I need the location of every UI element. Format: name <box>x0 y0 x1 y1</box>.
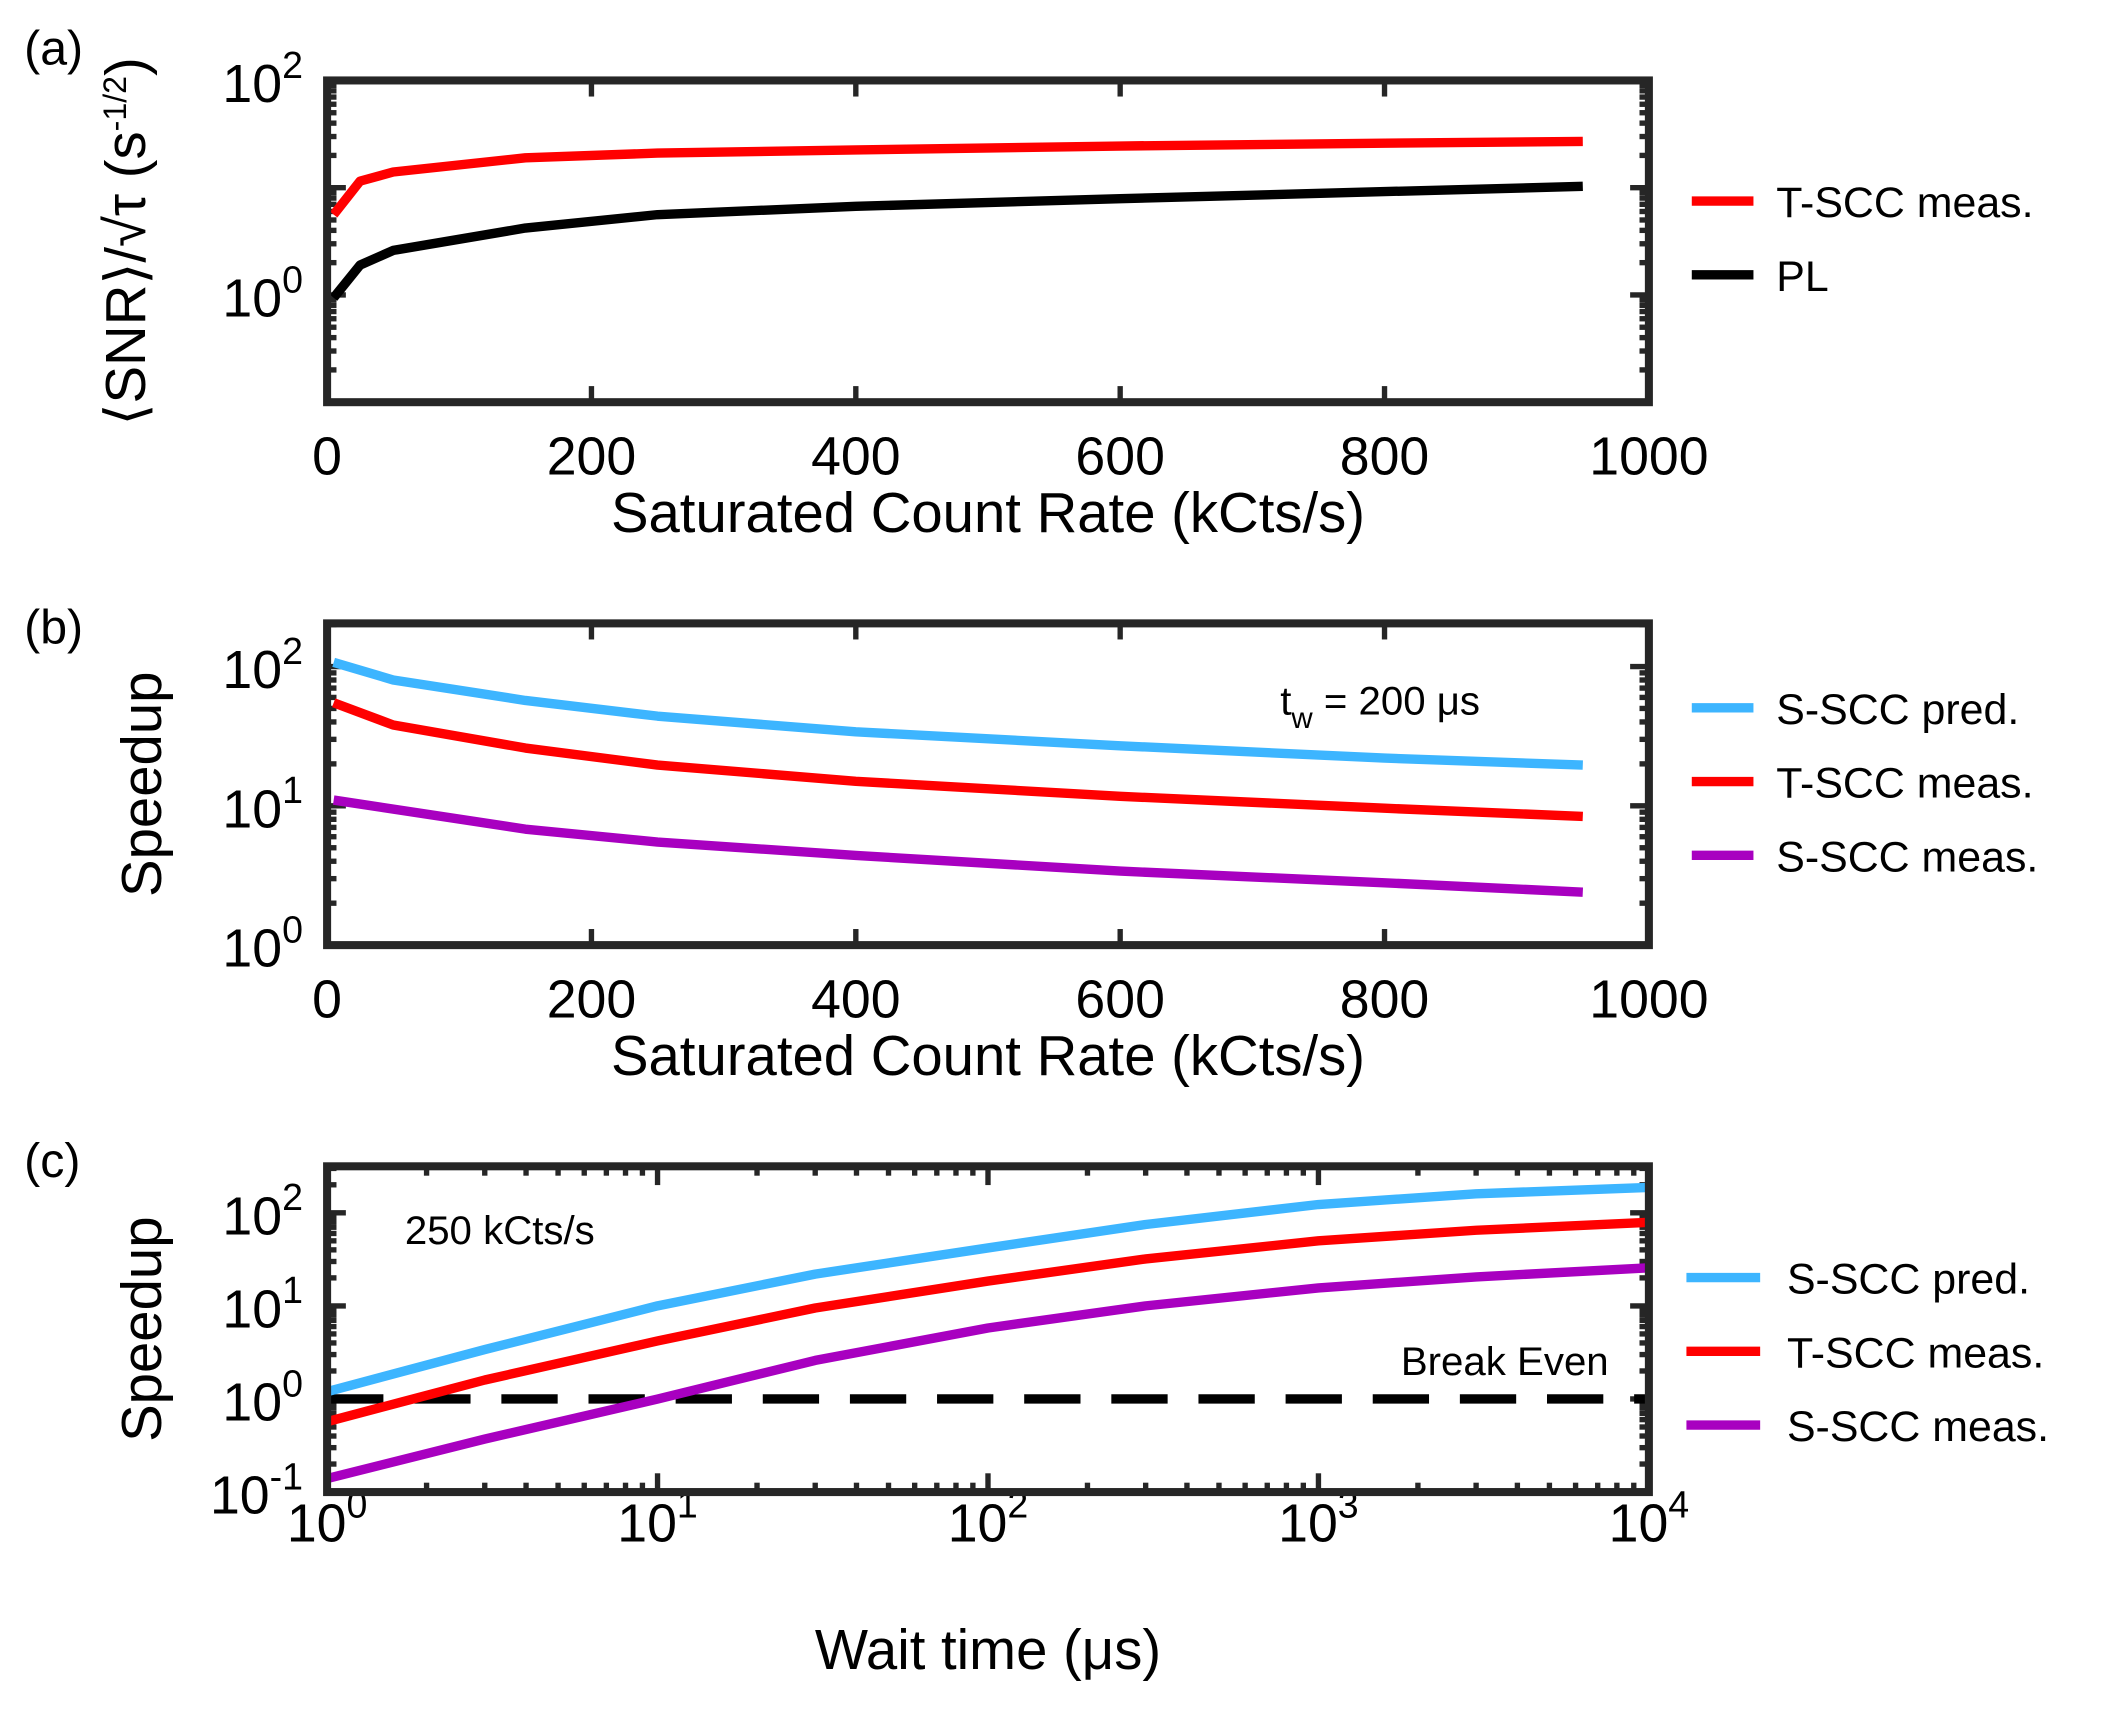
x-axis-label: Wait time (μs) <box>815 1618 1161 1681</box>
y-tick-base: 10 <box>222 640 282 700</box>
legend-label: S-SCC meas. <box>1776 833 2038 881</box>
x-axis-label: Saturated Count Rate (kCts/s) <box>611 481 1365 544</box>
legend-label: T-SCC meas. <box>1776 179 2033 227</box>
x-tick-label: 101 <box>617 1484 698 1554</box>
y-tick-base: 10 <box>222 1186 282 1246</box>
y-label-close: ) <box>94 57 157 76</box>
series-line-t-scc-meas- <box>332 698 1583 822</box>
legend-label: T-SCC meas. <box>1787 1329 2044 1377</box>
x-tick-label: 0 <box>312 970 342 1030</box>
y-tick-label: 101 <box>222 769 303 839</box>
annotation-subscript: w <box>1290 702 1313 735</box>
y-tick-exponent: 2 <box>282 1176 303 1218</box>
legend-label: T-SCC meas. <box>1776 760 2033 808</box>
series-line-t-scc-meas- <box>329 136 1583 218</box>
y-tick-label: 10-1 <box>210 1455 303 1525</box>
x-tick-base: 10 <box>617 1494 677 1554</box>
y-tick-label: 102 <box>222 1176 303 1246</box>
x-tick-exponent: 4 <box>1668 1484 1689 1526</box>
y-label-main: ⟨SNR⟩/√τ (s <box>94 131 157 425</box>
y-tick-exponent: 0 <box>282 908 303 950</box>
y-tick-exponent: -1 <box>270 1455 303 1497</box>
series-line-t-scc-meas- <box>325 1217 1650 1427</box>
series-line-s-scc-pred- <box>325 1182 1650 1397</box>
series-line-s-scc-pred- <box>332 657 1583 770</box>
annotation-rest: = 200 μs <box>1313 679 1480 724</box>
y-tick-base: 10 <box>222 54 282 114</box>
legend-label: S-SCC meas. <box>1787 1403 2049 1451</box>
annotation: tw = 200 μs <box>1280 679 1480 735</box>
legend-label: PL <box>1776 253 1828 301</box>
series-line-s-scc-meas- <box>325 1263 1650 1484</box>
x-tick-label: 200 <box>547 970 636 1030</box>
y-label-superscript: -1/2 <box>97 76 133 131</box>
x-tick-base: 10 <box>948 1494 1008 1554</box>
y-tick-exponent: 2 <box>282 630 303 672</box>
y-axis-label: ⟨SNR⟩/√τ (s-1/2) <box>94 57 157 425</box>
annotation-main: t <box>1280 679 1291 724</box>
y-tick-base: 10 <box>222 1279 282 1339</box>
y-tick-exponent: 0 <box>282 1362 303 1404</box>
panel-label: (a) <box>24 21 83 75</box>
x-tick-label: 1000 <box>1589 427 1708 487</box>
axes-frame <box>323 1162 1653 1497</box>
y-tick-label: 100 <box>222 908 303 978</box>
y-tick-label: 101 <box>222 1269 303 1339</box>
y-tick-base: 10 <box>222 268 282 328</box>
y-tick-exponent: 0 <box>282 258 303 300</box>
x-tick-label: 0 <box>312 427 342 487</box>
y-tick-base: 10 <box>210 1466 270 1526</box>
y-tick-label: 102 <box>222 44 303 114</box>
x-tick-label: 400 <box>811 427 900 487</box>
x-tick-label: 104 <box>1609 1484 1690 1554</box>
x-tick-label: 800 <box>1340 427 1429 487</box>
y-axis-label: Speedup <box>110 672 173 897</box>
x-tick-base: 10 <box>1278 1494 1338 1554</box>
y-tick-exponent: 1 <box>282 1269 303 1311</box>
x-tick-base: 10 <box>287 1494 347 1554</box>
series-line-pl <box>330 181 1583 301</box>
annotation: 250 kCts/s <box>405 1208 595 1253</box>
panel-label: (c) <box>24 1134 80 1188</box>
legend-label: S-SCC pred. <box>1776 686 2019 734</box>
x-tick-label: 200 <box>547 427 636 487</box>
y-tick-base: 10 <box>222 779 282 839</box>
x-tick-label: 800 <box>1340 970 1429 1030</box>
x-axis-label: Saturated Count Rate (kCts/s) <box>611 1024 1365 1087</box>
x-tick-label: 400 <box>811 970 900 1030</box>
y-tick-exponent: 1 <box>282 769 303 811</box>
y-tick-label: 102 <box>222 630 303 700</box>
x-tick-label: 600 <box>1075 970 1164 1030</box>
x-tick-label: 100 <box>287 1484 368 1554</box>
break-even-label: Break Even <box>1401 1339 1609 1384</box>
y-tick-base: 10 <box>222 919 282 979</box>
x-tick-base: 10 <box>1609 1494 1669 1554</box>
y-tick-label: 100 <box>222 258 303 328</box>
y-axis-label: Speedup <box>110 1216 173 1441</box>
series-line-s-scc-meas- <box>332 795 1584 897</box>
y-tick-exponent: 2 <box>282 44 303 86</box>
axes-frame <box>323 76 1653 407</box>
legend-label: S-SCC pred. <box>1787 1256 2030 1304</box>
x-tick-label: 1000 <box>1589 970 1708 1030</box>
y-tick-base: 10 <box>222 1372 282 1432</box>
x-tick-label: 600 <box>1075 427 1164 487</box>
panel-label: (b) <box>24 600 83 654</box>
axes-frame <box>323 619 1653 950</box>
y-tick-label: 100 <box>222 1362 303 1432</box>
